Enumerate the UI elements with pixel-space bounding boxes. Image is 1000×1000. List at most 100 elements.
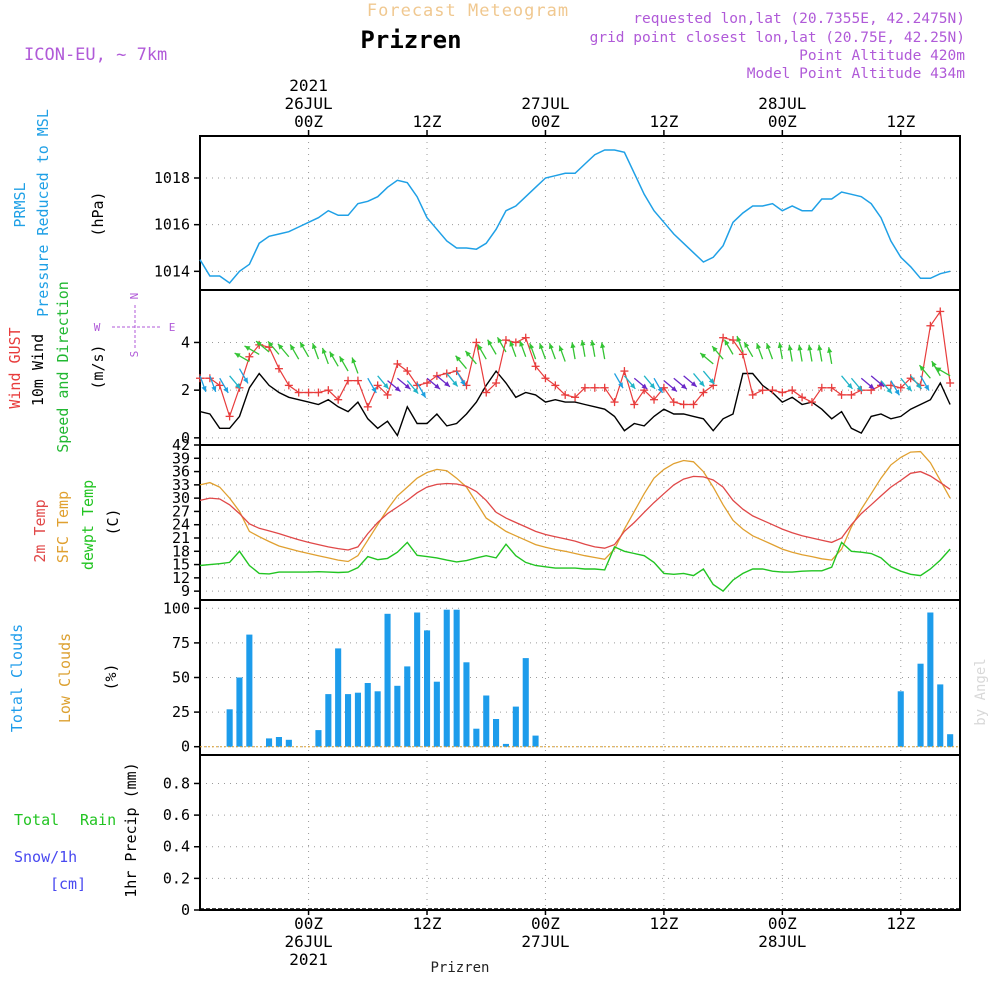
supertitle: Forecast Meteogram	[367, 1, 569, 21]
wind-arrow-head	[906, 385, 912, 392]
cloud-bar	[345, 694, 352, 747]
wind-arrow-head	[690, 381, 697, 387]
y-tick-label: 0	[181, 429, 190, 447]
cloud-bar	[463, 662, 470, 747]
bottom-axis-label: 00Z	[531, 914, 560, 933]
cloud-bar	[384, 613, 391, 747]
wind-arrow-head	[817, 344, 823, 351]
precip-rain-label: Rain	[80, 811, 116, 829]
info-requested: requested lon,lat (20.7355E, 42.2475N)	[633, 11, 965, 27]
cloud-bar	[226, 709, 233, 747]
wind-arrow-head	[756, 343, 762, 350]
wind-arrow-head	[680, 383, 687, 390]
top-axis-label: 00Z	[294, 112, 323, 131]
y-tick-label: 100	[163, 599, 190, 617]
y-tick-label: 0	[181, 738, 190, 756]
top-axis-label: 28JUL	[758, 94, 806, 113]
bottom-axis-label: 12Z	[649, 914, 678, 933]
wind-arrow-head	[339, 356, 345, 363]
temp-dewpt-label: dewpt Temp	[79, 480, 97, 570]
cloud-bar	[246, 634, 253, 747]
y-tick-label: 24	[172, 516, 190, 534]
panel-frame	[199, 289, 961, 446]
bottom-axis-label: 00Z	[768, 914, 797, 933]
cloud-bar	[236, 677, 243, 747]
wind-arrow-head	[539, 343, 544, 350]
cloud-bar	[532, 735, 539, 747]
wind-arrow-head	[268, 341, 274, 348]
wind-arrow-head	[570, 342, 576, 349]
y-tick-label: 42	[172, 436, 190, 454]
wind-arrow-head	[736, 336, 742, 342]
cloud-bar	[473, 728, 480, 747]
wind-arrow-head	[886, 387, 892, 394]
y-tick-label: 1014	[154, 262, 190, 280]
cloud-bar	[483, 695, 490, 747]
wind-arrow-head	[787, 344, 793, 351]
pressure-label-prmsl: PRMSL	[11, 182, 29, 227]
panel-frame	[199, 135, 961, 291]
clouds-panel: Total Clouds Low Clouds (%) by Angel 0 25…	[8, 599, 989, 756]
wind-arrow-head	[371, 386, 377, 393]
wind-arrow-head	[935, 367, 942, 373]
dewpt-line	[199, 541, 951, 593]
wind-arrow-head	[312, 343, 317, 350]
watermark: by Angel	[973, 658, 989, 725]
pressure-panel: PRMSL Pressure Reduced to MSL (hPa) 1014…	[11, 109, 961, 317]
cloud-bar	[512, 706, 519, 747]
wind-arrow-head	[244, 345, 251, 351]
wind-arrow-head	[351, 357, 357, 364]
wind-arrow-head	[698, 380, 705, 387]
wind-arrow-head	[201, 385, 207, 392]
model-label: ICON-EU, ~ 7km	[24, 45, 167, 65]
precip-snow-label: Snow/1h	[14, 848, 77, 866]
page-title: Prizren	[360, 26, 461, 54]
wind-arrow-head	[519, 340, 525, 347]
wind-arrow-head	[548, 343, 554, 350]
cloud-bar	[927, 612, 934, 747]
compass-s: S	[128, 351, 141, 358]
footer-label: Prizren	[430, 960, 489, 976]
wind-arrow-head	[455, 355, 462, 362]
panel-frame	[199, 754, 961, 911]
wind-direction-label: Speed and Direction	[54, 281, 72, 453]
bottom-axis-label: 28JUL	[758, 932, 806, 951]
pressure-unit: (hPa)	[89, 191, 107, 236]
cloud-bar	[424, 630, 431, 747]
y-tick-label: 25	[172, 703, 190, 721]
wind-10m-label: 10m Wind	[29, 334, 47, 406]
wind-arrow-head	[420, 391, 426, 398]
wind-unit: (m/s)	[89, 344, 107, 389]
cloud-bar	[404, 666, 411, 747]
wind-arrow-head	[919, 365, 925, 372]
info-point-altitude: Point Altitude 420m	[799, 48, 965, 64]
y-tick-label: 18	[172, 542, 190, 560]
bottom-axis-label: 26JUL	[284, 932, 332, 951]
wind-arrow-head	[223, 386, 229, 393]
cloud-bar	[364, 683, 371, 747]
precip-axis-label: 1hr Precip (mm)	[122, 762, 140, 897]
wind-arrow-head	[878, 381, 885, 387]
y-tick-label: 21	[172, 529, 190, 547]
compass-w: W	[94, 321, 101, 334]
cloud-bar	[354, 692, 361, 747]
cloud-bar	[917, 663, 924, 747]
low-clouds-label: Low Clouds	[56, 633, 74, 723]
cloud-bar	[325, 694, 332, 747]
wind-arrow-head	[712, 346, 718, 352]
wind-arrow-head	[321, 347, 327, 354]
cloud-bar	[493, 719, 500, 747]
wind-arrow-head	[465, 350, 471, 357]
wind-arrow-head	[868, 383, 875, 390]
pressure-label-msl: Pressure Reduced to MSL	[34, 109, 52, 317]
cloud-bar	[443, 609, 450, 747]
y-tick-label: 33	[172, 476, 190, 494]
temp-2m-label: 2m Temp	[31, 499, 49, 562]
wind-arrow-head	[529, 343, 535, 350]
y-tick-label: 15	[172, 556, 190, 574]
y-tick-label: 27	[172, 502, 190, 520]
bottom-axis-label: 00Z	[294, 914, 323, 933]
wind-arrow-head	[916, 383, 922, 389]
